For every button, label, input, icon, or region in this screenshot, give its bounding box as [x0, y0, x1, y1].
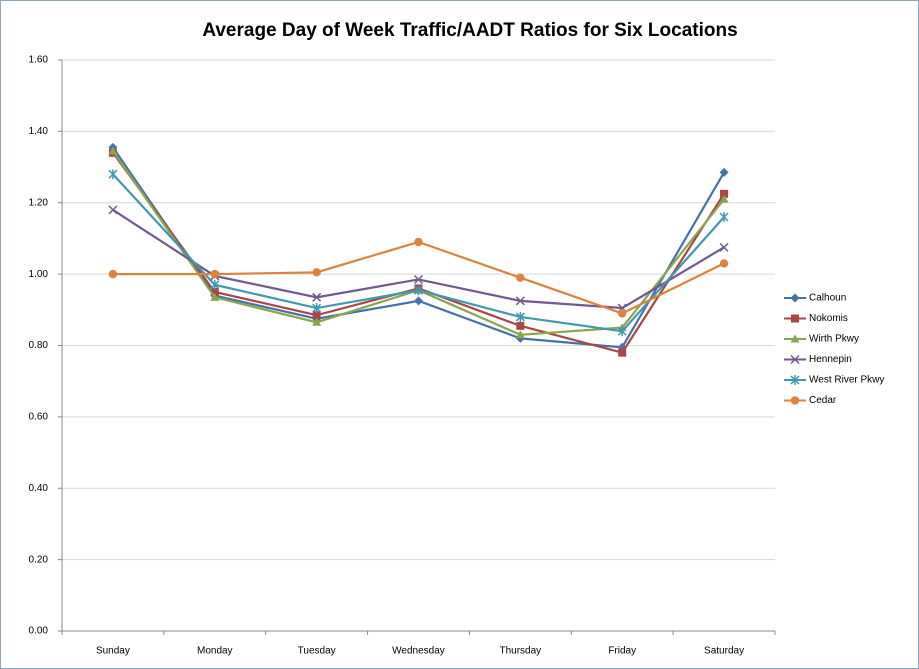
data-point: [210, 269, 219, 279]
legend-label: Wirth Pkwy: [809, 334, 859, 345]
legend-marker: [790, 354, 800, 365]
data-point: [210, 287, 219, 296]
data-point: [719, 212, 729, 223]
legend-marker: [790, 293, 800, 303]
x-tick-label: Tuesday: [298, 646, 336, 657]
x-tick-label: Monday: [197, 646, 233, 657]
chart-title: Average Day of Week Traffic/AADT Ratios …: [202, 20, 737, 41]
data-point: [108, 169, 118, 180]
data-point: [414, 237, 423, 247]
data-point: [515, 296, 525, 306]
legend-marker: [790, 396, 800, 405]
y-tick-label: 0.40: [29, 483, 49, 494]
data-point: [210, 292, 220, 301]
data-point: [413, 285, 424, 296]
y-tick-label: 0.80: [29, 340, 49, 351]
data-point: [719, 167, 729, 177]
x-tick-label: Sunday: [96, 646, 130, 657]
y-tick-label: 1.20: [29, 197, 49, 208]
data-point: [414, 296, 423, 306]
data-point: [210, 279, 220, 290]
data-point: [312, 317, 322, 326]
y-tick-label: 0.20: [29, 554, 49, 565]
legend-marker: [791, 314, 799, 323]
y-tick-label: 1.60: [29, 55, 49, 66]
data-point: [719, 242, 729, 252]
legend-label: Hennepin: [809, 354, 852, 365]
data-point: [515, 330, 525, 339]
data-point: [108, 269, 118, 279]
data-point: [719, 194, 729, 203]
x-tick-label: Wednesday: [392, 646, 445, 657]
data-point: [516, 321, 525, 330]
y-tick-label: 0.60: [29, 412, 49, 423]
data-point: [312, 292, 322, 302]
data-point: [720, 189, 729, 198]
data-point: [515, 311, 525, 322]
data-point: [108, 205, 118, 215]
data-point: [516, 273, 525, 282]
y-tick-label: 1.00: [29, 269, 49, 280]
x-tick-label: Thursday: [500, 646, 542, 657]
legend-label: Calhoun: [809, 293, 846, 304]
data-point: [312, 311, 321, 320]
data-point: [413, 274, 424, 285]
x-tick-label: Friday: [608, 646, 636, 657]
legend-marker: [790, 334, 800, 343]
data-point: [618, 348, 627, 357]
y-tick-label: 1.40: [29, 126, 49, 137]
data-point: [617, 326, 627, 337]
data-point: [312, 303, 322, 314]
legend-label: Cedar: [809, 395, 837, 406]
legend-label: West River Pkwy: [809, 375, 884, 386]
x-tick-label: Saturday: [704, 646, 744, 657]
data-point: [312, 268, 321, 277]
data-point: [618, 309, 627, 318]
legend-label: Nokomis: [809, 313, 848, 324]
legend-marker: [790, 375, 800, 385]
data-point: [108, 146, 118, 155]
y-tick-label: 0.00: [29, 626, 49, 637]
data-point: [719, 259, 729, 268]
